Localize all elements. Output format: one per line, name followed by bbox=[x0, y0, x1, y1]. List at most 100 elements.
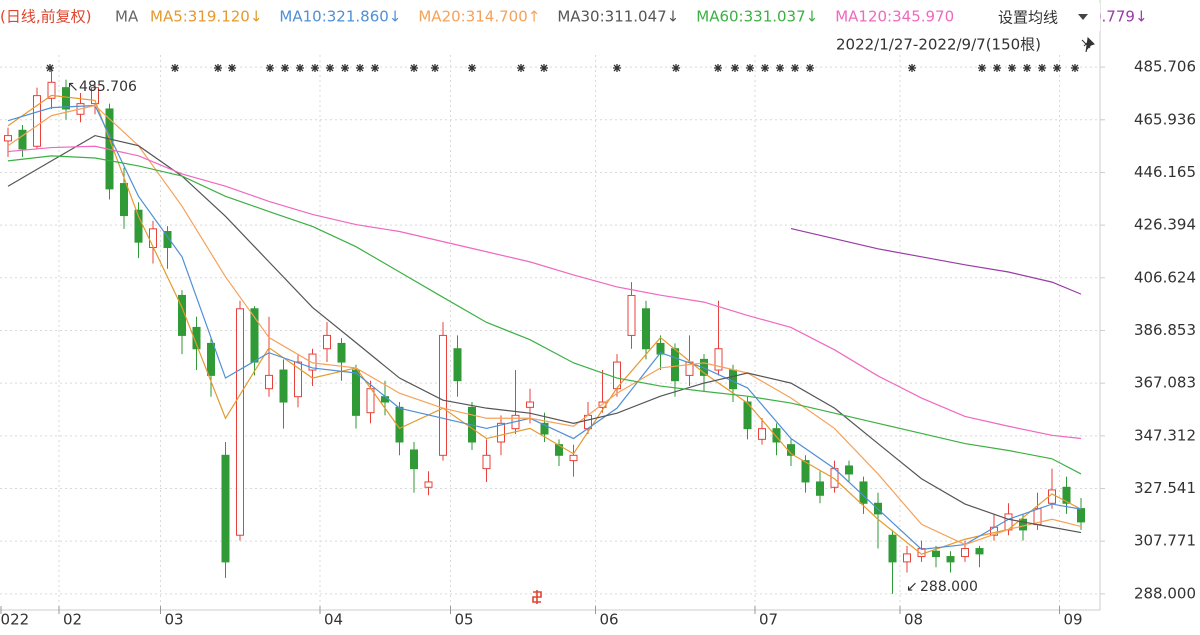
candle-body bbox=[192, 326, 201, 350]
y-tick-label: 386.853 bbox=[1134, 321, 1196, 339]
candle-body bbox=[714, 348, 723, 371]
settings-caret[interactable] bbox=[1078, 14, 1088, 20]
candle-body bbox=[758, 428, 766, 440]
candle-body bbox=[540, 422, 549, 435]
candle-body bbox=[337, 342, 346, 363]
candle-body bbox=[729, 369, 737, 390]
settings-label[interactable]: 设置均线 bbox=[998, 9, 1058, 27]
event-icon bbox=[214, 64, 222, 72]
y-tick-label: 465.936 bbox=[1134, 110, 1196, 128]
legend-entry: MA30:311.047↓ bbox=[557, 8, 679, 26]
event-icon bbox=[978, 64, 986, 72]
event-icon bbox=[228, 64, 236, 72]
event-icon bbox=[281, 64, 289, 72]
candle-body bbox=[352, 369, 360, 416]
event-icon bbox=[1038, 64, 1046, 72]
event-icon bbox=[410, 64, 418, 72]
candle-body bbox=[743, 401, 752, 430]
event-icon bbox=[806, 64, 814, 72]
candle-body bbox=[120, 183, 128, 217]
ma-line bbox=[7, 94, 1082, 555]
candle-body bbox=[381, 396, 389, 403]
candle-body bbox=[91, 87, 99, 105]
x-tick-label: 04 bbox=[324, 611, 343, 629]
candle-body bbox=[685, 361, 694, 376]
candle-body bbox=[236, 308, 244, 536]
y-tick-label: 288.000 bbox=[1134, 584, 1196, 602]
candle-body bbox=[33, 95, 41, 147]
candle-body bbox=[395, 406, 404, 443]
candle-body bbox=[149, 228, 157, 248]
candle-body bbox=[207, 342, 215, 376]
event-icon bbox=[326, 64, 334, 72]
ma-label: MA bbox=[115, 8, 139, 26]
event-icon bbox=[371, 64, 379, 72]
y-tick-label: 327.541 bbox=[1134, 479, 1196, 497]
legend-entry: MA60:331.037↓ bbox=[696, 8, 818, 26]
candle-body bbox=[62, 87, 70, 110]
candle-body bbox=[642, 308, 650, 350]
watermark bbox=[1142, 608, 1200, 635]
candle-body bbox=[888, 534, 897, 563]
candle-body bbox=[294, 361, 302, 398]
y-tick-label: 347.312 bbox=[1134, 426, 1196, 444]
candle-body bbox=[816, 481, 824, 496]
event-icon bbox=[171, 64, 179, 72]
legend-entry: 0.779↓ bbox=[1092, 8, 1148, 26]
event-icon bbox=[714, 64, 722, 72]
x-tick-label: 09 bbox=[1064, 611, 1083, 629]
event-icon bbox=[1071, 64, 1079, 72]
x-tick-label: 03 bbox=[165, 611, 184, 629]
candle-body bbox=[308, 353, 317, 371]
x-tick-label: 08 bbox=[904, 611, 923, 629]
event-icon bbox=[776, 64, 784, 72]
y-tick-label: 426.394 bbox=[1134, 216, 1196, 234]
candle-body bbox=[772, 428, 781, 443]
x-tick-label: 2022 bbox=[0, 611, 29, 629]
x-tick-label: 07 bbox=[759, 611, 778, 629]
event-icon bbox=[356, 64, 364, 72]
event-icon bbox=[468, 64, 476, 72]
legend: (日线,前复权) MA MA5:319.120↓ MA10:321.860↓ MA2… bbox=[0, 8, 954, 26]
event-icon bbox=[296, 64, 304, 72]
legend-entry: MA5:319.120↓ bbox=[150, 8, 262, 26]
candle-body bbox=[265, 374, 273, 390]
mode-label: (日线,前复权) bbox=[0, 8, 91, 26]
y-tick-label: 307.771 bbox=[1134, 532, 1196, 550]
candle-body bbox=[1077, 508, 1085, 523]
candle-body bbox=[845, 465, 853, 475]
legend-entry: MA20:314.700↑ bbox=[418, 8, 540, 26]
event-icon bbox=[731, 64, 739, 72]
candle-body bbox=[1019, 518, 1027, 531]
x-tick-label: 02 bbox=[63, 611, 82, 629]
range-label: 2022/1/27-2022/9/7(150根) bbox=[836, 36, 1041, 54]
min-arrow: ↙ bbox=[906, 579, 918, 595]
pin-icon[interactable] bbox=[1081, 36, 1095, 53]
candle-body bbox=[221, 454, 230, 563]
legend-entry: MA10:321.860↓ bbox=[279, 8, 401, 26]
grid bbox=[0, 55, 1100, 610]
candle-body bbox=[975, 548, 984, 555]
y-tick-label: 367.083 bbox=[1134, 374, 1196, 392]
legend-entry: MA120:345.970 bbox=[835, 8, 954, 26]
candle-body bbox=[569, 454, 578, 462]
event-icon bbox=[431, 64, 439, 72]
candle-body bbox=[497, 422, 505, 443]
candle-body bbox=[932, 550, 940, 558]
event-icon bbox=[613, 64, 621, 72]
candle-body bbox=[4, 135, 12, 142]
candle-body bbox=[18, 129, 27, 150]
candle-body bbox=[482, 454, 491, 470]
candle-body bbox=[279, 369, 288, 403]
y-tick-label: 485.706 bbox=[1134, 58, 1196, 76]
y-tick-label: 406.624 bbox=[1134, 268, 1196, 286]
event-icon bbox=[1008, 64, 1016, 72]
candle-body bbox=[134, 209, 143, 243]
candle-body bbox=[801, 460, 810, 483]
candle-body bbox=[250, 308, 259, 363]
event-icon bbox=[993, 64, 1001, 72]
max-arrow: ↖ bbox=[67, 79, 79, 95]
event-icon bbox=[1023, 64, 1031, 72]
